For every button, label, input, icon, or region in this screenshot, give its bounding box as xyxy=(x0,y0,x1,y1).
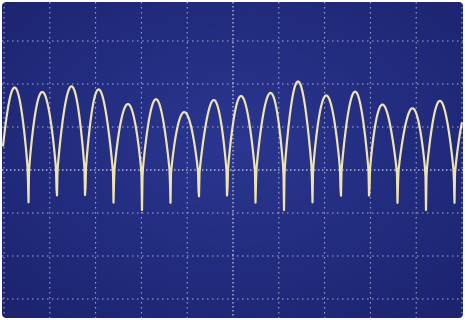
oscilloscope-screen xyxy=(0,0,465,320)
page: (() => { const data = JSON.parse(documen… xyxy=(0,0,465,320)
